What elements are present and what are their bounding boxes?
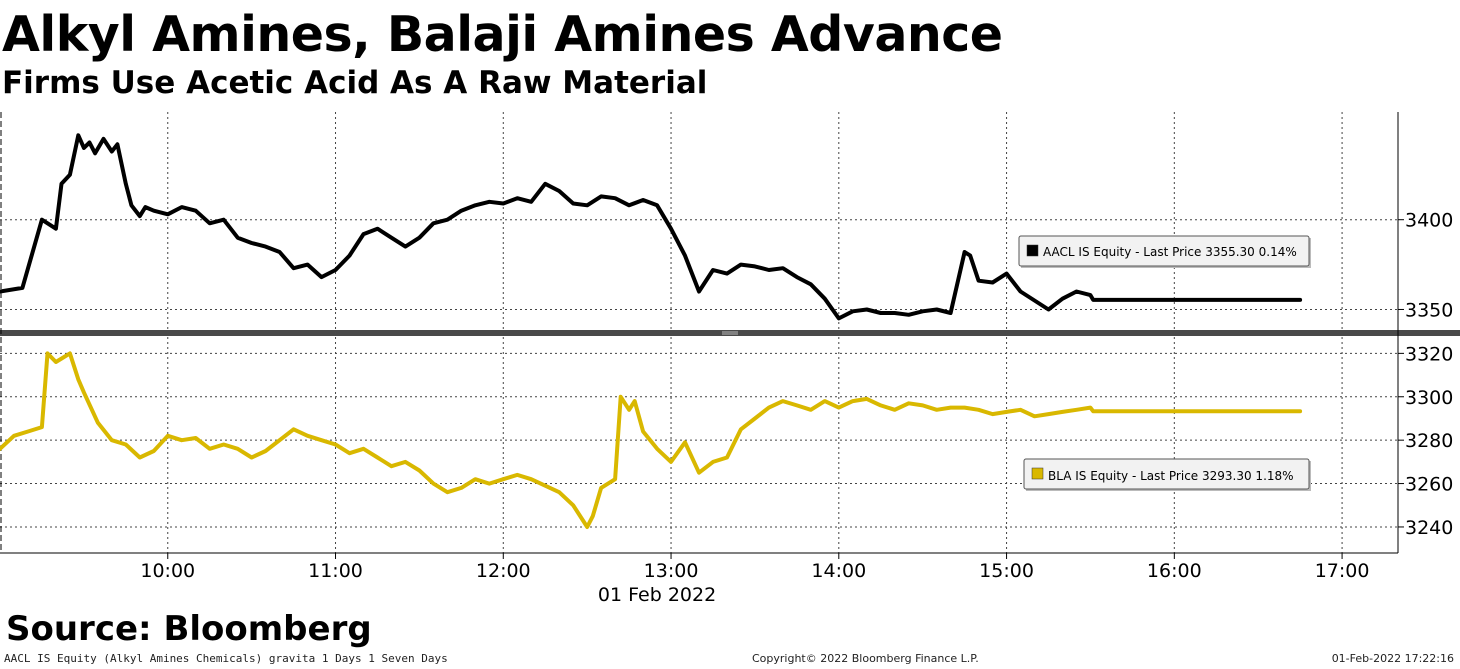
y-tick-label: 3320 xyxy=(1405,343,1453,365)
source-label: Source: Bloomberg xyxy=(6,609,372,649)
legend-box xyxy=(1023,458,1310,490)
legend-label: BLA IS Equity - Last Price 3293.30 1.18% xyxy=(1048,469,1294,483)
legend-swatch xyxy=(1031,467,1044,480)
x-tick-label: 11:00 xyxy=(308,560,363,582)
y-tick-label: 3300 xyxy=(1405,387,1453,409)
y-tick-label: 3350 xyxy=(1405,299,1453,321)
legend-layer: AACL IS Equity - Last Price 3355.30 0.14… xyxy=(1018,235,1311,491)
x-tick-label: 15:00 xyxy=(979,560,1034,582)
series-line xyxy=(0,133,1303,321)
x-tick-label: 10:00 xyxy=(140,560,195,582)
x-tick-label: 13:00 xyxy=(644,560,699,582)
x-axis-label: 01 Feb 2022 xyxy=(598,584,716,606)
y-tick-label: 3260 xyxy=(1405,474,1453,496)
label-layer: 10:00 11:00 12:00 13:00 14:00 15:00 16:00 17:00… xyxy=(140,210,1453,606)
x-tick-label: 12:00 xyxy=(476,560,531,582)
legend-box xyxy=(1018,235,1310,267)
y-tick-label: 3400 xyxy=(1405,210,1453,232)
series-layer xyxy=(0,133,1303,529)
chart-subtitle: Firms Use Acetic Acid As A Raw Material xyxy=(2,65,708,101)
x-tick-label: 16:00 xyxy=(1147,560,1202,582)
y-tick-label: 3280 xyxy=(1405,430,1453,452)
x-tick-label: 17:00 xyxy=(1315,560,1370,582)
footer-copyright: Copyright© 2022 Bloomberg Finance L.P. xyxy=(752,652,979,665)
footer-security-text: AACL IS Equity (Alkyl Amines Chemicals) … xyxy=(4,652,448,665)
footer-timestamp: 01-Feb-2022 17:22:16 xyxy=(1331,652,1454,665)
chart-title: Alkyl Amines, Balaji Amines Advance xyxy=(2,6,1003,63)
x-tick-label: 14:00 xyxy=(811,560,866,582)
y-tick-label: 3240 xyxy=(1405,517,1453,539)
axes-layer xyxy=(0,112,1460,559)
legend-label: AACL IS Equity - Last Price 3355.30 0.14… xyxy=(1043,245,1297,259)
series-line xyxy=(0,351,1303,529)
legend-swatch xyxy=(1026,244,1039,257)
panel-divider xyxy=(0,330,1460,336)
